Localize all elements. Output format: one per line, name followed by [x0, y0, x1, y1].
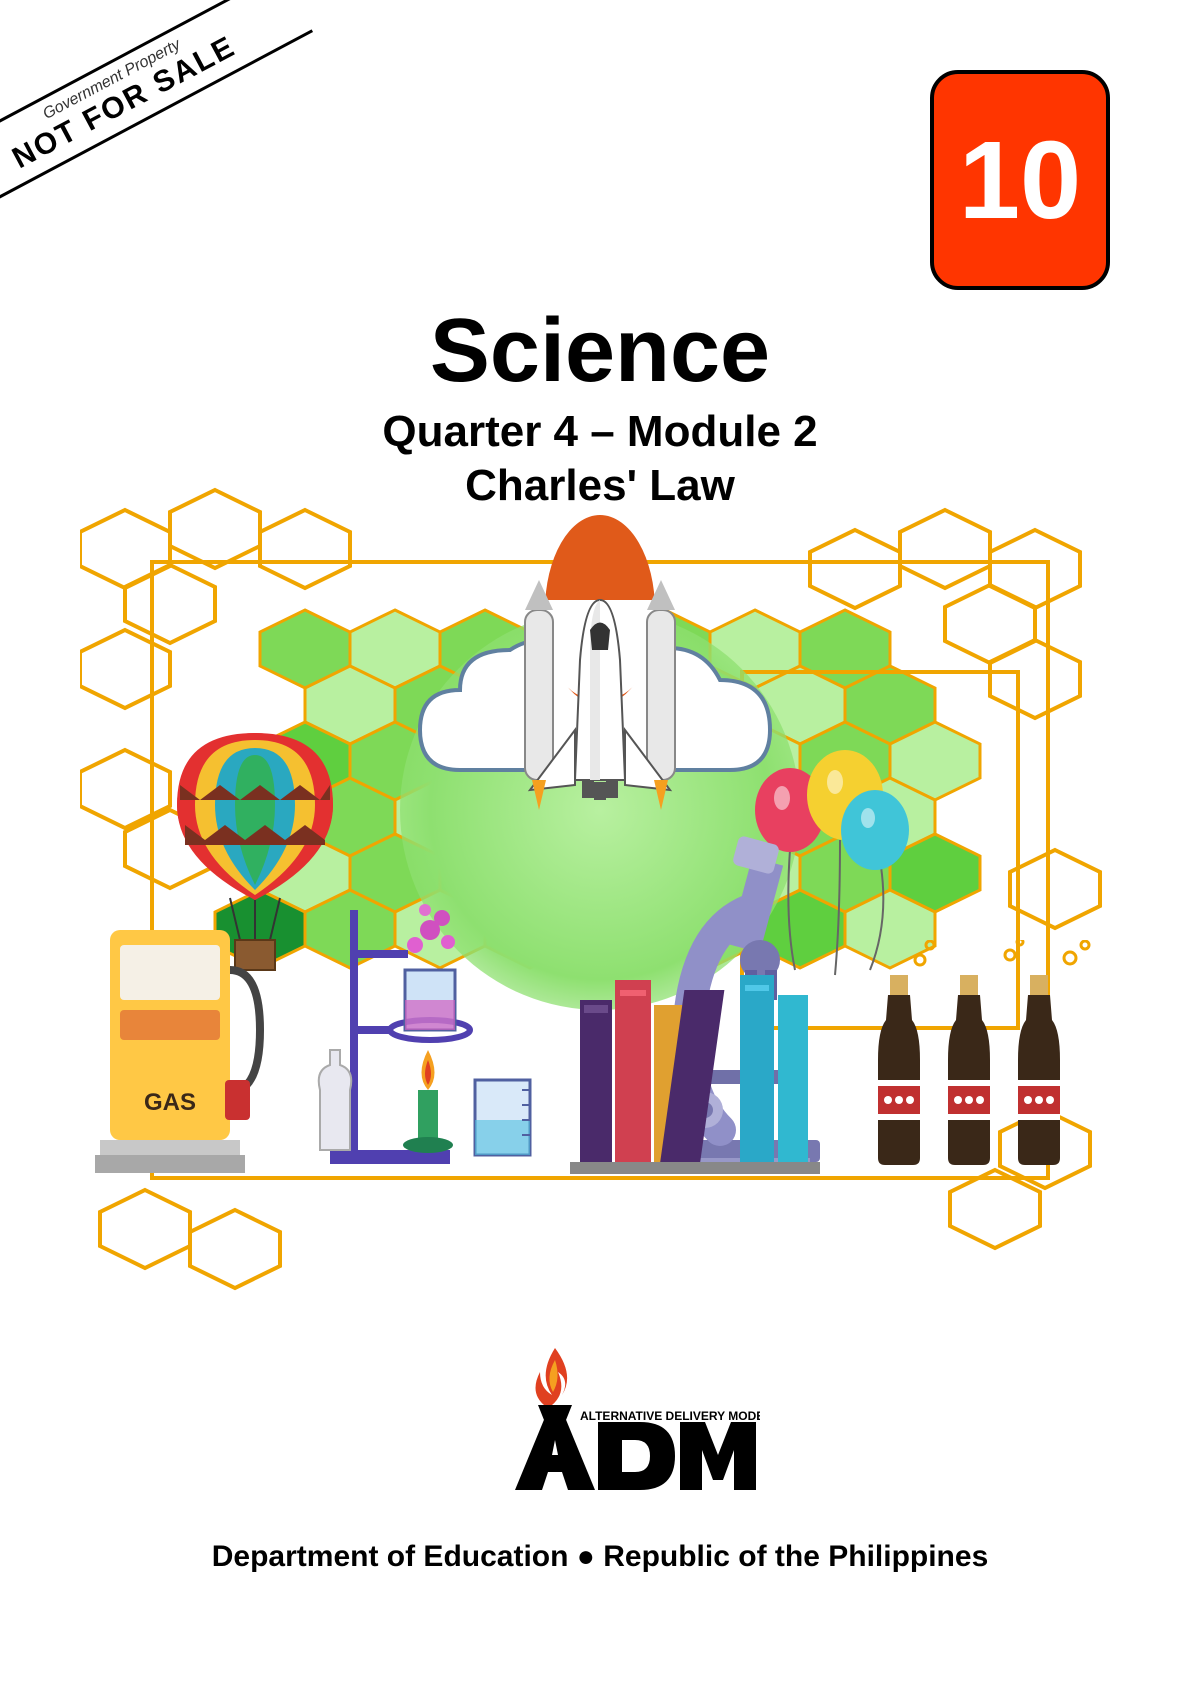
svg-text:GAS: GAS — [144, 1089, 196, 1116]
corner-banner: Government Property NOT FOR SALE — [0, 0, 313, 220]
lab-equipment-icon — [310, 850, 550, 1180]
adm-logo: ALTERNATIVE DELIVERY MODE — [0, 1340, 1200, 1515]
space-shuttle-icon — [500, 500, 700, 840]
gas-pump-icon: GAS — [90, 900, 270, 1180]
grade-badge: 10 — [930, 70, 1110, 290]
svg-text:ALTERNATIVE DELIVERY MODE: ALTERNATIVE DELIVERY MODE — [580, 1409, 760, 1423]
footer-text: Department of Education ● Republic of th… — [0, 1540, 1200, 1574]
books-icon — [570, 950, 850, 1180]
quarter-module: Quarter 4 – Module 2 — [0, 407, 1200, 457]
illustration-area: GAS — [80, 470, 1120, 1300]
grade-number: 10 — [959, 117, 1081, 244]
bottles-icon — [870, 940, 1100, 1180]
subject-title: Science — [0, 300, 1200, 403]
